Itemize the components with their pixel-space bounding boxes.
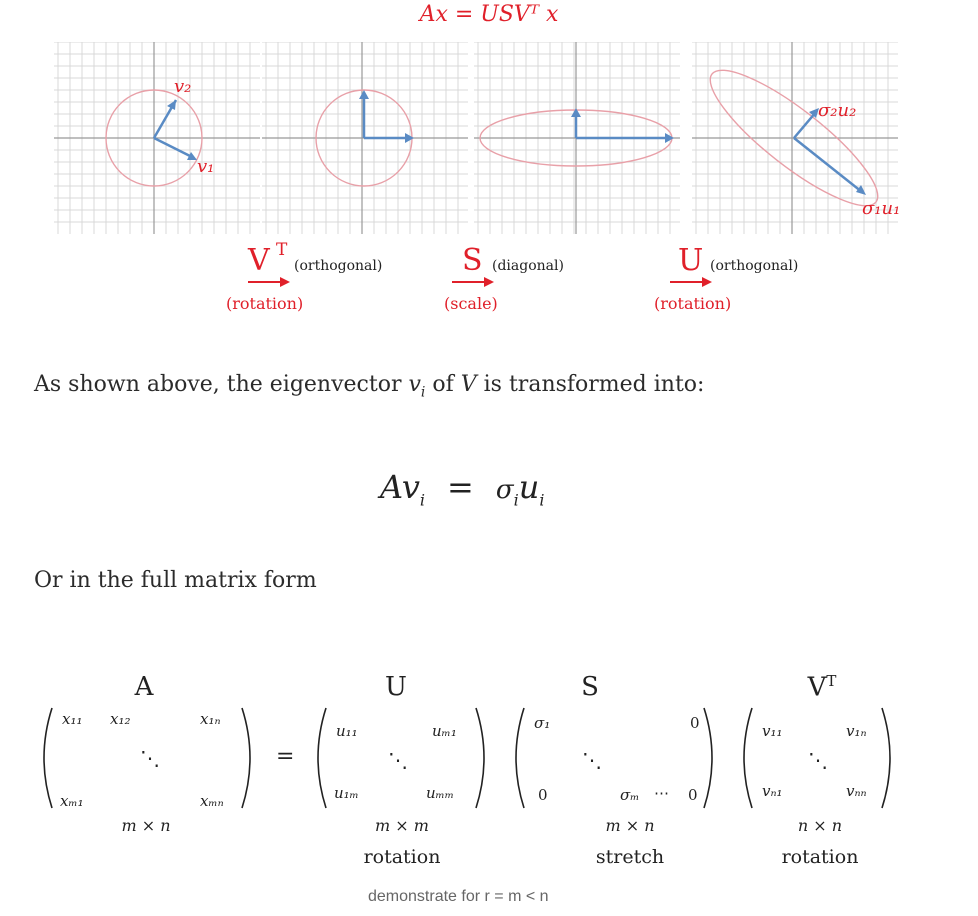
matrix-vt-cell-v11: v₁₁ xyxy=(762,722,783,740)
matrix-equals: = xyxy=(276,744,295,769)
matrix-s-label: S xyxy=(581,672,599,702)
panel-scaled-ellipse xyxy=(474,42,680,234)
matrix-a-cell-xm1: xₘ₁ xyxy=(60,792,84,810)
matrix-u-cell-u11: u₁₁ xyxy=(336,722,358,740)
operator-vt-sub: (rotation) xyxy=(226,294,304,313)
label-s2u2: σ₂u₂ xyxy=(818,100,857,121)
matrix-s-hdots: ⋯ xyxy=(654,784,669,802)
matrix-u-dots: ⋱ xyxy=(388,748,408,772)
matrix-s-cell-br: 0 xyxy=(688,786,698,804)
operator-u-note: (orthogonal) xyxy=(710,258,799,274)
operator-u-sub: (rotation) xyxy=(654,294,732,313)
operator-u-letter: U xyxy=(678,243,704,278)
operator-s-note: (diagonal) xyxy=(492,258,564,274)
matrix-vt-cell-vnn: vₙₙ xyxy=(846,782,867,800)
matrix-s-dim: m × n xyxy=(605,816,655,835)
matrix-s-word: stretch xyxy=(595,846,665,868)
text-shown-above: As shown above, the eigenvector vi of V … xyxy=(34,372,705,401)
matrix-vt-dim: n × n xyxy=(797,816,843,835)
equation-av-su: Avi = σiui xyxy=(380,468,545,510)
matrix-a-cell-x11: x₁₁ xyxy=(62,710,83,728)
s1u1-vector xyxy=(793,137,863,193)
s2u2-vector xyxy=(793,111,817,139)
matrix-s-dots: ⋱ xyxy=(582,748,602,772)
matrix-a-brackets xyxy=(43,707,251,809)
operator-s-sub: (scale) xyxy=(444,294,498,313)
matrix-u-label: U xyxy=(385,672,407,702)
matrix-vt-label: VT xyxy=(807,672,837,703)
operator-s-letter: S xyxy=(462,243,483,278)
operator-vt-letter: V xyxy=(248,243,270,278)
matrix-vt-cell-vn1: vₙ₁ xyxy=(762,782,783,800)
label-v2: v₂ xyxy=(174,76,192,97)
panel-rotated-circle xyxy=(262,42,468,234)
arrow-icon xyxy=(248,277,290,287)
matrix-a-cell-x12: x₁₂ xyxy=(110,710,131,728)
matrix-s-cell-sigma1: σ₁ xyxy=(534,714,551,732)
matrix-a-label: A xyxy=(134,672,154,702)
arrow-icon xyxy=(670,277,712,287)
matrix-u-word: rotation xyxy=(363,846,441,868)
unit-circle xyxy=(105,89,203,187)
label-s1u1: σ₁u₁ xyxy=(862,198,901,219)
operator-vt-sup: T xyxy=(276,240,288,260)
text-full-matrix: Or in the full matrix form xyxy=(34,568,317,593)
matrix-a-dots: ⋱ xyxy=(140,746,160,770)
v1-vector xyxy=(153,136,195,160)
caption: demonstrate for r = m < n xyxy=(368,888,549,905)
panel-rotated-ellipse xyxy=(692,42,898,234)
matrix-vt-brackets xyxy=(743,707,891,809)
matrix-u-dim: m × m xyxy=(375,816,429,835)
matrix-s-brackets xyxy=(515,707,713,809)
matrix-vt-word: rotation xyxy=(781,846,859,868)
matrix-s-cell-sigmam: σₘ xyxy=(620,786,640,804)
matrix-s-cell-bl: 0 xyxy=(538,786,548,804)
label-v1: v₁ xyxy=(197,156,215,177)
matrix-u-brackets xyxy=(317,707,485,809)
matrix-u-cell-um1: uₘ₁ xyxy=(432,722,457,740)
arrow-icon xyxy=(452,277,494,287)
matrix-a-cell-xmn: xₘₙ xyxy=(200,792,224,810)
matrix-a-cell-x1n: x₁ₙ xyxy=(200,710,221,728)
operator-vt-note: (orthogonal) xyxy=(294,258,383,274)
figure-title: Ax = USVᵀ x xyxy=(419,2,559,27)
panel-unit-circle xyxy=(54,42,260,234)
matrix-a-dim: m × n xyxy=(121,816,171,835)
matrix-s-cell-tr: 0 xyxy=(690,714,700,732)
matrix-vt-cell-v1n: v₁ₙ xyxy=(846,722,867,740)
matrix-u-cell-umm: uₘₘ xyxy=(426,784,455,802)
matrix-vt-dots: ⋱ xyxy=(808,748,828,772)
matrix-u-cell-u1m: u₁ₘ xyxy=(334,784,359,802)
